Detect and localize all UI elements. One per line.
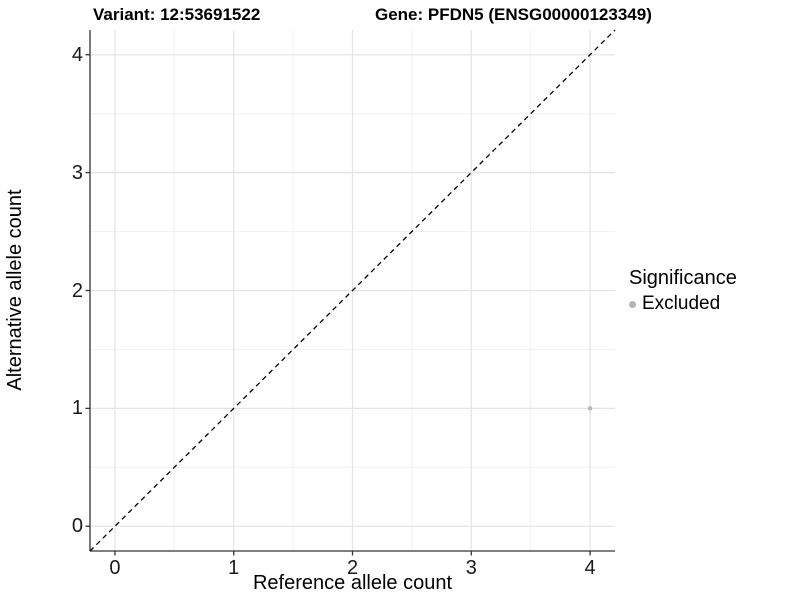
identity-dashed-line xyxy=(89,29,616,552)
legend-point-icon xyxy=(629,300,636,308)
y-tick-label: 0 xyxy=(71,515,83,538)
legend-title: Significance xyxy=(629,267,737,289)
y-tick-label: 2 xyxy=(71,279,83,302)
x-axis-title: Reference allele count xyxy=(252,572,452,594)
plot-title-variant: Variant: 12:53691522 xyxy=(93,5,261,24)
data-point xyxy=(587,406,593,411)
x-tick-label: 2 xyxy=(346,557,359,579)
y-tick-label: 3 xyxy=(71,161,83,184)
x-tick-label: 1 xyxy=(228,557,240,579)
plot-title-gene: Gene: PFDN5 (ENSG00000123349) xyxy=(375,5,652,24)
legend-item-excluded: Excluded xyxy=(629,292,737,316)
y-axis-title: Alternative allele count xyxy=(4,189,26,391)
x-tick-label: 0 xyxy=(109,557,121,579)
x-tick-label: 4 xyxy=(584,557,596,579)
legend: Significance Excluded xyxy=(629,266,737,316)
x-tick-label: 3 xyxy=(465,557,477,579)
y-tick-label: 4 xyxy=(71,43,83,66)
legend-item-label: Excluded xyxy=(642,293,721,314)
y-tick-label: 1 xyxy=(71,397,83,420)
